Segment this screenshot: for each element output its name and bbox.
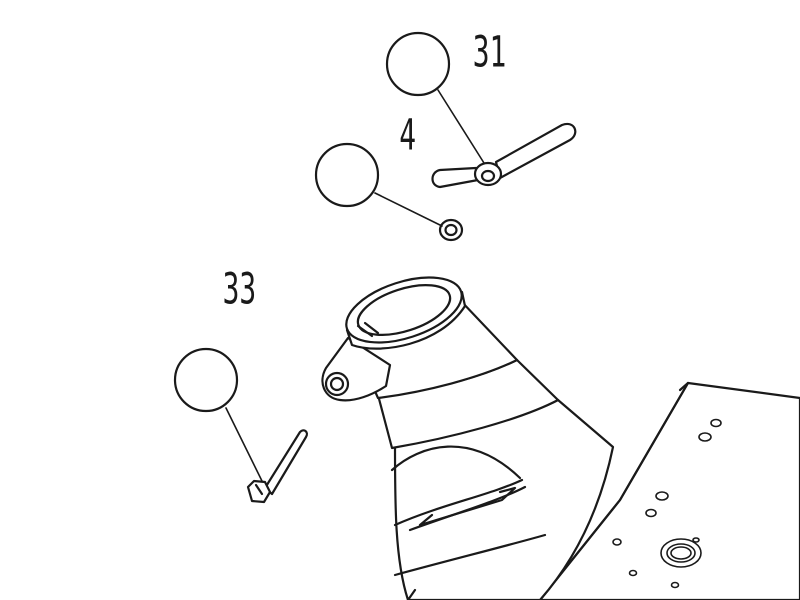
base-plate [538, 381, 800, 600]
main-housing [348, 298, 615, 600]
washer [438, 218, 464, 242]
callout-33: 33 [173, 266, 257, 413]
leader-31 [437, 89, 485, 164]
callout-31: 31 [385, 29, 507, 97]
leader-4 [374, 192, 443, 227]
callout-31-label: 31 [473, 29, 507, 77]
callout-4: 4 [314, 112, 416, 208]
wing-nut [431, 122, 577, 189]
callout-33-label: 33 [223, 266, 257, 314]
leader-33 [225, 407, 263, 482]
callout-4-label: 4 [399, 112, 416, 160]
clamp-collar [321, 276, 467, 402]
hex-bolt [246, 429, 308, 504]
